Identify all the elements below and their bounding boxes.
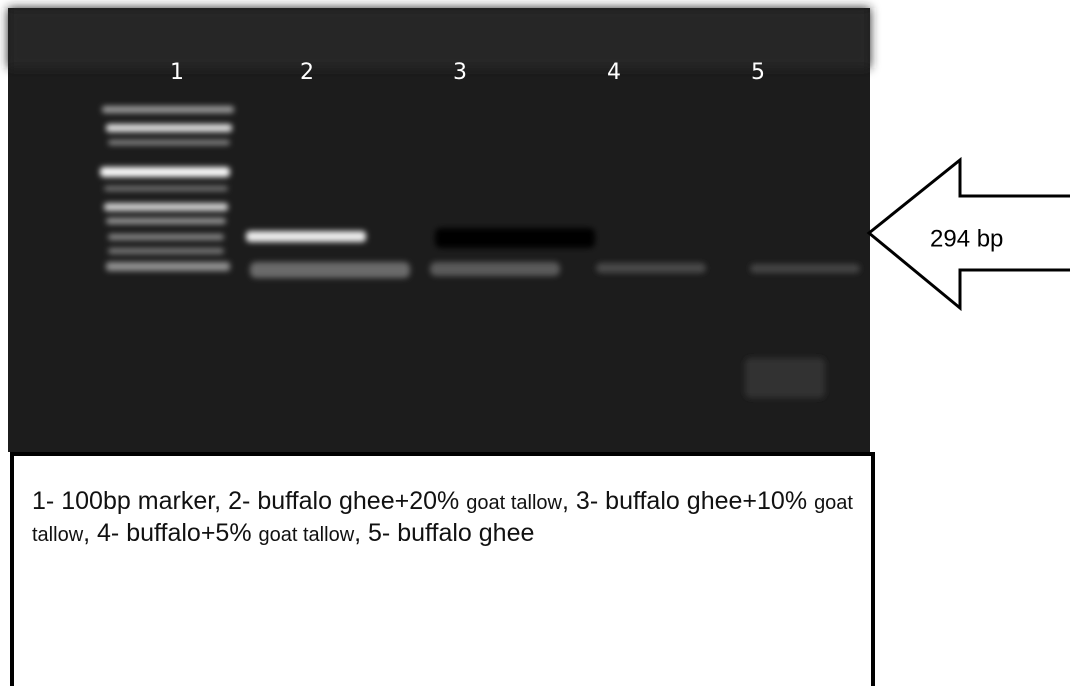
lane-label: 2 <box>300 60 314 85</box>
band-size-label: 294 bp <box>930 225 1003 252</box>
gel-well-area <box>8 8 870 68</box>
lane-label: 3 <box>453 60 467 85</box>
page: {"gel": {"lanes": ["1", "2", "3", "4", "… <box>0 0 1070 633</box>
caption-text: goat tallow <box>466 492 562 514</box>
lane-label: 1 <box>170 60 184 85</box>
caption-text: , 5- buffalo ghee <box>354 519 534 547</box>
caption-text: 1- 100bp marker, 2- buffalo ghee+20% <box>32 487 459 515</box>
gel-image: 1 2 3 4 5 294 bp <box>0 0 1070 452</box>
caption-text: , 4- buffalo+5% <box>83 519 251 547</box>
lane-label: 5 <box>751 60 765 85</box>
caption-text: goat tallow <box>259 524 355 546</box>
caption: 1- 100bp marker, 2- buffalo ghee+20% goa… <box>10 452 875 686</box>
lane-label: 4 <box>607 60 621 85</box>
caption-text: , 3- buffalo ghee+10% <box>562 487 807 515</box>
